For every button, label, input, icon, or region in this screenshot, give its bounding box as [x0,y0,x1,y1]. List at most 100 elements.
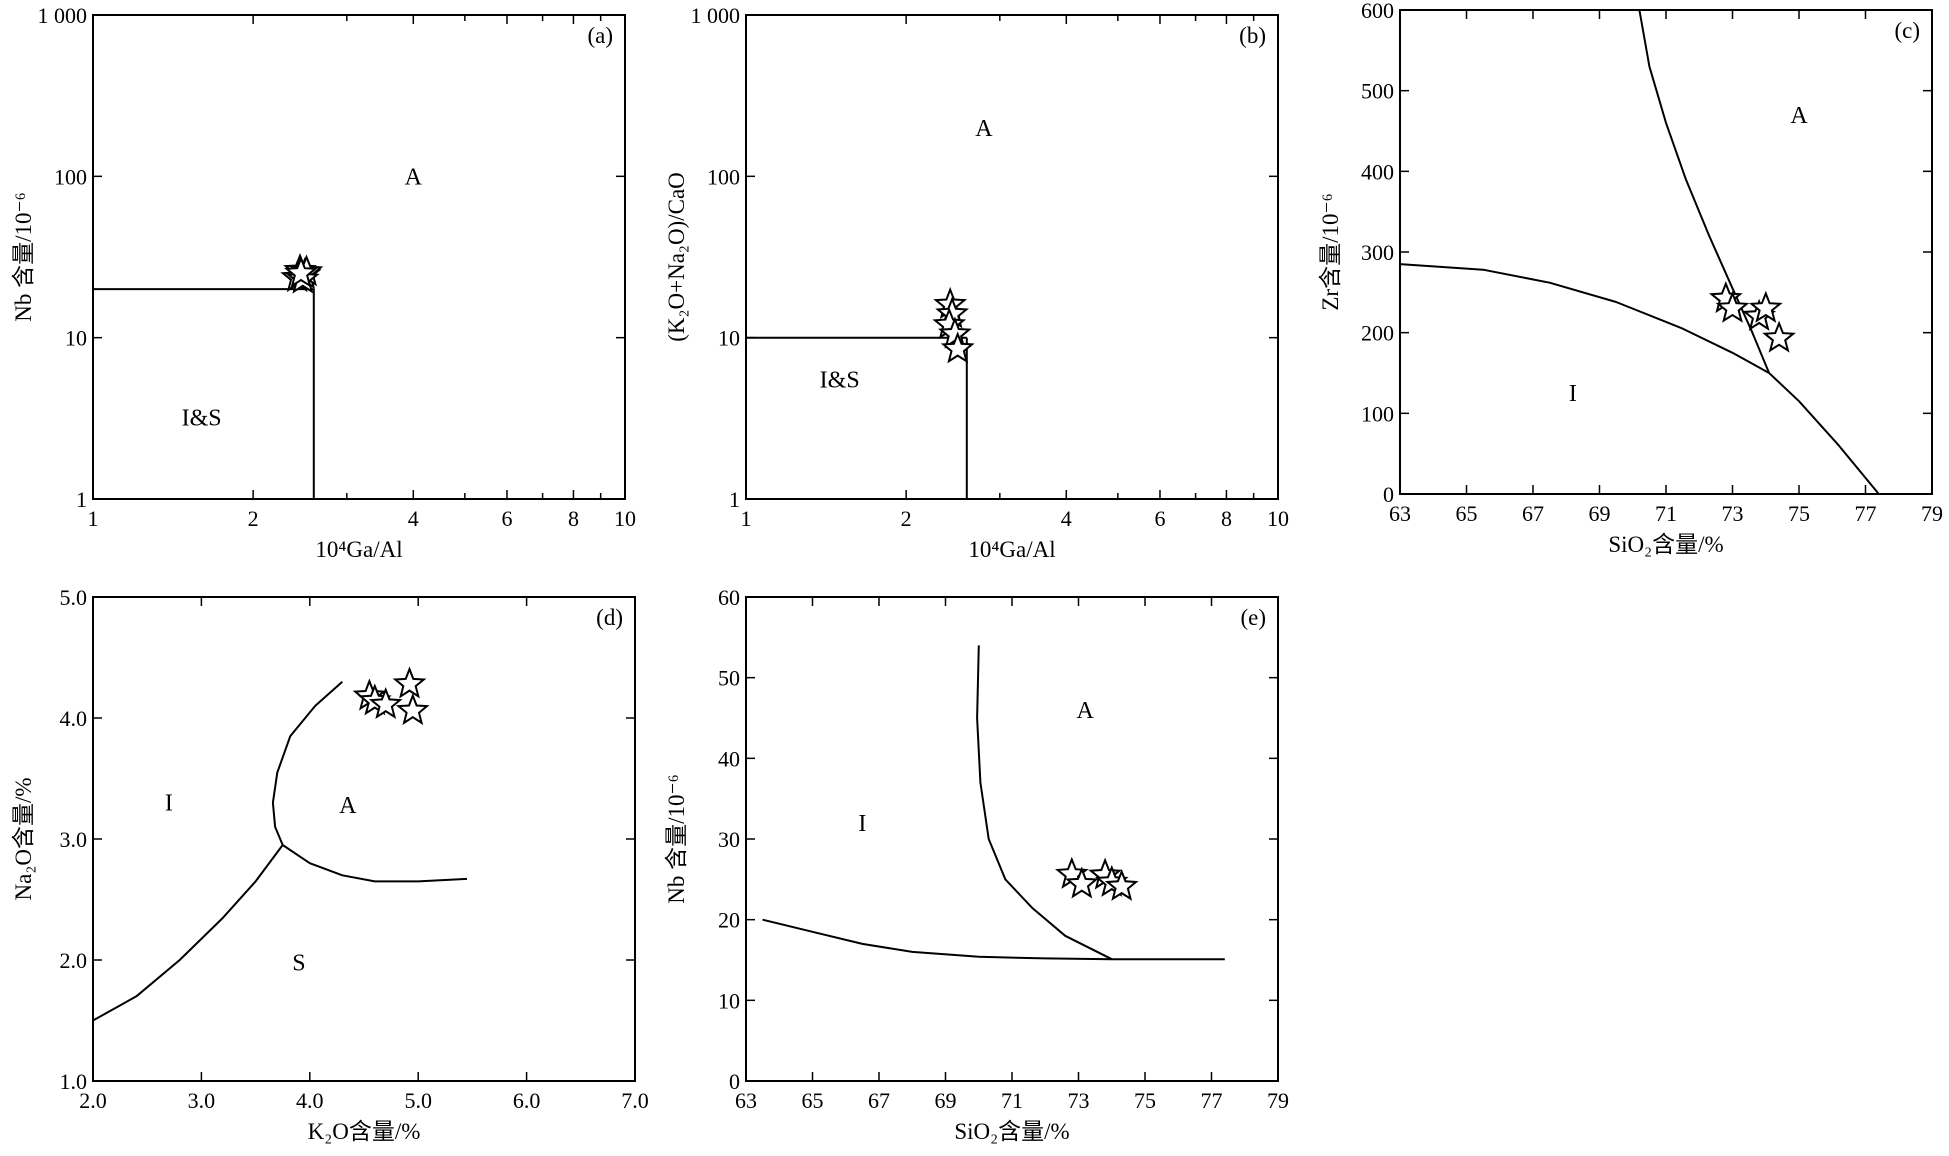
y-axis-label: Nb 含量/10⁻⁶ [11,192,36,321]
y-axis-label: Zr含量/10⁻⁶ [1318,193,1343,310]
y-tick-label: 200 [1361,321,1394,346]
y-tick-label: 10 [718,988,740,1013]
x-tick-label: 71 [1001,1088,1023,1113]
x-axis-label: K₂O含量/% [308,1119,421,1144]
data-point-star [368,686,403,720]
x-axis-label: 10⁴Ga/Al [315,537,402,562]
chart-panel-c: 63 65 67 69 71 73 75 77 79 0 100 200 300 400 500 600 SiO… [1318,0,1943,557]
y-tick-label: 5.0 [60,585,88,610]
x-tick-label: 8 [568,506,579,531]
x-axis-label: SiO₂含量/% [1608,532,1723,557]
y-tick-label: 1.0 [60,1069,88,1094]
data-point-star [1748,290,1783,323]
data-point-star [940,331,975,364]
x-axis-label: 10⁴Ga/Al [968,537,1055,562]
data-point-star [284,255,318,288]
x-tick-label: 75 [1134,1088,1156,1113]
x-tick-label: 2.0 [79,1088,107,1113]
chart-panel-d: 2.0 3.0 4.0 5.0 6.0 7.01.02.03.04.05.0K₂O含量/%… [11,585,649,1144]
y-tick-label: 300 [1361,240,1394,265]
x-tick-label: 71 [1655,501,1677,526]
y-tick-label: 500 [1361,79,1394,104]
data-point-star [1104,868,1139,901]
panel-label: (d) [596,605,623,630]
field-label: A [1076,698,1094,724]
x-tick-label: 63 [1389,501,1411,526]
x-tick-label: 4 [408,506,419,531]
field-label: A [405,164,423,190]
field-boundary-line [762,918,1225,961]
x-tick-label: 77 [1855,501,1877,526]
x-tick-label: 6 [501,506,512,531]
y-tick-label: 100 [707,164,740,189]
y-axis-label: Na₂O含量/% [11,778,36,901]
plot-frame [1399,9,1933,495]
plot-frame [92,14,626,500]
field-label: I [858,811,866,837]
y-tick-label: 1 [729,487,740,512]
y-tick-label: 20 [718,908,740,933]
field-boundary-line [271,680,343,846]
field-boundary-line [1399,263,1770,374]
x-axis-label: SiO₂含量/% [954,1119,1069,1144]
field-boundary-line [976,645,1113,961]
y-tick-label: 100 [1361,401,1394,426]
chart-panel-e: 63 65 67 69 71 73 75 77 79 0 10 20 30 40 50 60 SiO₂含量/% N… [664,585,1289,1144]
field-boundary-line [1638,9,1880,495]
panel-label: (c) [1894,18,1920,43]
x-tick-label: 67 [868,1088,890,1113]
y-tick-label: 100 [54,164,87,189]
plot-frame [745,596,1279,1082]
y-tick-label: 600 [1361,0,1394,23]
x-tick-label: 79 [1267,1088,1289,1113]
y-tick-label: 30 [718,827,740,852]
y-tick-label: 10 [65,326,87,351]
panel-label: (b) [1239,23,1266,48]
x-tick-label: 7.0 [621,1088,649,1113]
x-tick-label: 69 [935,1088,957,1113]
chart-panel-a: 1 2 4 6 8 10 1 10 100 1 000 10⁴Ga/Al Nb 含量/10⁻⁶ (a) A… [11,3,636,562]
y-tick-label: 60 [718,585,740,610]
x-tick-label: 79 [1921,501,1943,526]
y-tick-label: 3.0 [60,827,88,852]
x-tick-label: 2 [248,506,259,531]
panel-label: (a) [587,23,613,48]
y-tick-label: 0 [1383,482,1394,507]
plot-frame [92,596,636,1082]
field-label: I&S [820,368,860,394]
y-axis-label: Nb 含量/10⁻⁶ [664,774,689,903]
x-tick-label: 5.0 [404,1088,432,1113]
chart-panel-b: 1 2 4 6 8 10 1 10 100 1 000 10⁴Ga/Al (K₂O+Na₂O)/CaO… [664,3,1289,562]
x-tick-label: 75 [1788,501,1810,526]
field-label: I&S [182,406,222,432]
y-tick-label: 50 [718,666,740,691]
field-label: A [339,793,357,819]
x-tick-label: 10 [614,506,636,531]
x-tick-label: 4 [1061,506,1072,531]
y-tick-label: 0 [729,1069,740,1094]
field-label: S [292,950,305,976]
field-label: I [1569,381,1577,407]
x-tick-label: 6 [1154,506,1165,531]
x-tick-label: 1 [741,506,752,531]
x-tick-label: 6.0 [513,1088,541,1113]
field-label: I [165,791,173,817]
x-tick-label: 73 [1068,1088,1090,1113]
data-point-star [1065,866,1099,899]
data-point-star [1762,320,1796,353]
panel-label: (e) [1240,605,1266,630]
y-tick-label: 4.0 [60,706,88,731]
x-tick-label: 8 [1221,506,1232,531]
x-tick-label: 10 [1267,506,1289,531]
field-boundary-line [92,844,284,1022]
plot-frame [745,14,1279,500]
x-tick-label: 1 [88,506,99,531]
x-tick-label: 77 [1201,1088,1223,1113]
data-point-star [1715,290,1750,323]
y-tick-label: 400 [1361,159,1394,184]
y-tick-label: 2.0 [60,948,88,973]
x-tick-label: 3.0 [188,1088,216,1113]
data-point-star [395,692,430,726]
x-tick-label: 4.0 [296,1088,324,1113]
